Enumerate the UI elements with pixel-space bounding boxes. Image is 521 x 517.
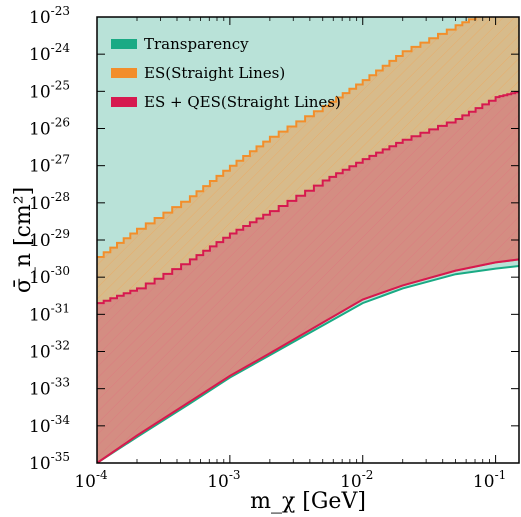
y-tick-label: 10-30 [29,264,70,288]
x-tick-label: 10-4 [74,468,108,492]
y-tick-label: 10-24 [29,41,70,65]
series-hatch-es-qes-straight-lines [97,91,519,463]
plot-area [97,17,519,463]
legend-swatch-es-straight-lines [111,68,137,78]
y-tick-label: 10-35 [29,450,70,474]
y-tick-label: 10-33 [29,376,70,400]
y-tick-label: 10-25 [29,78,70,102]
y-tick-label: 10-27 [29,153,70,177]
series-lower-line-transparency [97,265,519,463]
x-tick-label: 10-3 [207,468,240,492]
y-tick-label: 10-29 [29,227,70,251]
legend-label-transparency: Transparency [144,35,249,53]
series-lower-line-es-qes-straight-lines [97,258,519,463]
legend-label-es-straight-lines: ES(Straight Lines) [144,64,285,82]
series-upper-line-es-qes-straight-lines [97,91,519,305]
y-tick-label: 10-23 [29,4,70,28]
y-tick-label: 10-32 [29,339,70,363]
x-tick-label: 10-1 [473,468,506,492]
y-tick-label: 10-26 [29,116,70,140]
legend-swatch-transparency [111,39,137,49]
series-upper-line-es-straight-lines [97,17,484,258]
x-axis-label: m_χ [GeV] [250,489,366,514]
legend-label-es-qes-straight-lines: ES + QES(Straight Lines) [144,93,341,111]
y-tick-label: 10-34 [29,413,70,437]
axis-ticks: 10-4 10-3 10-2 10-110-3510-3410-3310-3210-3… [29,4,519,492]
legend-swatch-es-qes-straight-lines [111,97,137,107]
y-tick-label: 10-31 [29,301,70,325]
y-axis-label: σ̄_n [cm²] [11,187,36,293]
legend: Transparency ES(Straight Lines) ES + QES(S… [111,35,341,111]
